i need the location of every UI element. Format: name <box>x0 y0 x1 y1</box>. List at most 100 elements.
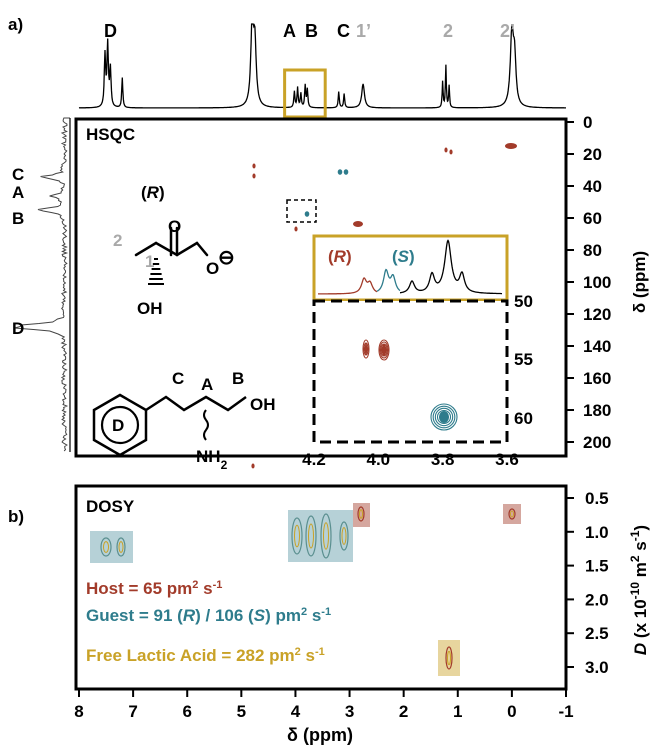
carbon-label-B: B <box>12 209 24 228</box>
lactate-bond-2 <box>134 241 158 257</box>
inset-trace-s <box>376 268 401 292</box>
host-spot-inner <box>359 509 363 519</box>
inset-ytick-label: 60 <box>514 409 533 428</box>
peak-label-6: 2’ <box>500 21 515 41</box>
dosy-legend-free: Free Lactic Acid = 282 pm2 s-1 <box>86 646 325 665</box>
lactate-bond-ominus <box>195 241 209 257</box>
inset-proton-frame <box>312 234 509 302</box>
host-crosspeak <box>444 147 448 153</box>
host-spot-inner <box>510 510 514 518</box>
panel-label-b: b) <box>8 507 24 526</box>
dosy-title: DOSY <box>86 497 135 516</box>
dosy-xtick-label: 1 <box>453 702 462 721</box>
dosy-ylabel-part: ) <box>631 525 650 531</box>
dosy-xtick-label: 0 <box>507 702 516 721</box>
host-spot <box>357 506 365 522</box>
dosy-panel: DOSY 0.5 1.0 1.5 2.0 2.5 3.0 8 7 6 5 4 3 2 1 0 -1 δ (ppm)… <box>74 484 650 745</box>
dosy-xtick-label: 7 <box>128 702 137 721</box>
lactate-atom-ominus: O <box>206 259 219 278</box>
host-crosspeak <box>505 143 517 149</box>
dosy-ylabel-part: -10 <box>628 582 642 600</box>
inset-xtick-label: 3.6 <box>495 450 519 469</box>
panel-label-a: a) <box>8 15 23 34</box>
dosy-ytick-label: 2.0 <box>585 590 609 609</box>
peak-label-5: 2 <box>443 21 453 41</box>
peak-label-0: D <box>104 21 117 41</box>
inset-guest-contour <box>430 403 458 431</box>
dosy-legend-guest-part: Guest = 91 ( <box>86 606 183 625</box>
inset-guest-contour <box>432 405 456 429</box>
host-chain <box>145 395 247 412</box>
guest-spot <box>339 521 349 551</box>
guest-spot-inner <box>308 523 314 549</box>
host-crosspeak <box>294 226 298 232</box>
zoom-region-box <box>286 199 317 223</box>
host-label-b: B <box>232 369 244 388</box>
hsqc-title: HSQC <box>86 125 135 144</box>
lactate-num-1: 1 <box>145 252 154 271</box>
host-box-2 <box>503 504 521 524</box>
dosy-xtick-label: 5 <box>237 702 246 721</box>
hsqc-ytick-label: 40 <box>583 177 602 196</box>
inset-host-contour <box>379 341 389 359</box>
inset-label-r-part: R <box>334 247 347 266</box>
lactate-atom-o: O <box>168 217 181 236</box>
dosy-ytick-label: 1.5 <box>585 557 609 576</box>
dosy-xtick-label: 2 <box>399 702 408 721</box>
hsqc-ytick-label: 120 <box>583 305 611 324</box>
host-crosspeak <box>252 163 256 169</box>
guest-spot-inner <box>103 541 109 553</box>
host-atom-oh: OH <box>250 395 276 414</box>
inset-guest-contour <box>436 409 452 425</box>
dosy-legend-free-part: Free Lactic Acid = 282 pm <box>86 646 295 665</box>
inset-label-r: (R) <box>328 247 352 266</box>
dosy-legend-host: Host = 65 pm2 s-1 <box>86 579 222 598</box>
hsqc-ytick-label: 140 <box>583 337 611 356</box>
host-atom-nh2-subscript: 2 <box>221 458 228 472</box>
dosy-xtick-label: -1 <box>558 702 573 721</box>
guest-spot <box>100 537 112 557</box>
hsqc-ytick-label: 160 <box>583 369 611 388</box>
dosy-legend-guest-part: ) pm <box>265 606 301 625</box>
inset-label-r-part: ( <box>328 247 334 266</box>
guest-spot-inner <box>118 541 124 553</box>
host-label-d: D <box>112 416 124 435</box>
lactate-num-2: 2 <box>113 231 122 250</box>
host-label-c: C <box>172 369 184 388</box>
host-ring-circle <box>100 405 140 445</box>
inset-xtick-label: 4.2 <box>302 450 326 469</box>
dosy-legend-host-part: s <box>198 579 212 598</box>
dosy-legend-guest: Guest = 91 (R) / 106 (S) pm2 s-1 <box>86 606 331 625</box>
highlight-box-ab <box>283 68 327 119</box>
inset-trace-free <box>400 239 502 295</box>
guest-crosspeak <box>337 169 343 175</box>
inset-label-s-part: ( <box>392 247 398 266</box>
carbon-projection-trace <box>14 117 70 452</box>
inset-guest-contour <box>434 407 454 427</box>
dosy-xtick-label: 3 <box>345 702 354 721</box>
dosy-legend-host-part: Host = 65 pm <box>86 579 192 598</box>
dosy-ytick-label: 1.0 <box>585 523 609 542</box>
inset-xtick-label: 4.0 <box>367 450 391 469</box>
guest-crosspeak <box>304 211 310 217</box>
lactate-charge: ⊖ <box>218 247 235 269</box>
guest-spot-inner <box>294 524 300 548</box>
dosy-ylabel: D (x 10-10 m2 s-1) <box>628 525 650 655</box>
lactate-stereo-label-part: ( <box>141 183 147 202</box>
dosy-legend-host-part: 2 <box>192 579 198 591</box>
peak-label-1: A <box>283 21 296 41</box>
dosy-legend-free-part: 2 <box>295 646 301 658</box>
carbon-label-D: D <box>12 319 24 338</box>
dosy-ylabel-part: m <box>631 562 650 582</box>
host-crosspeak <box>251 463 255 469</box>
peak-label-3: C <box>337 21 350 41</box>
dosy-ytick-label: 0.5 <box>585 489 609 508</box>
dosy-ylabel-part: D <box>631 643 650 655</box>
inset-ytick-label: 50 <box>514 292 533 311</box>
dosy-xtick-label: 8 <box>74 702 83 721</box>
dosy-xtick-label: 6 <box>182 702 191 721</box>
dosy-ytick-label: 3.0 <box>585 658 609 677</box>
proton-spectrum-trace <box>78 23 566 109</box>
